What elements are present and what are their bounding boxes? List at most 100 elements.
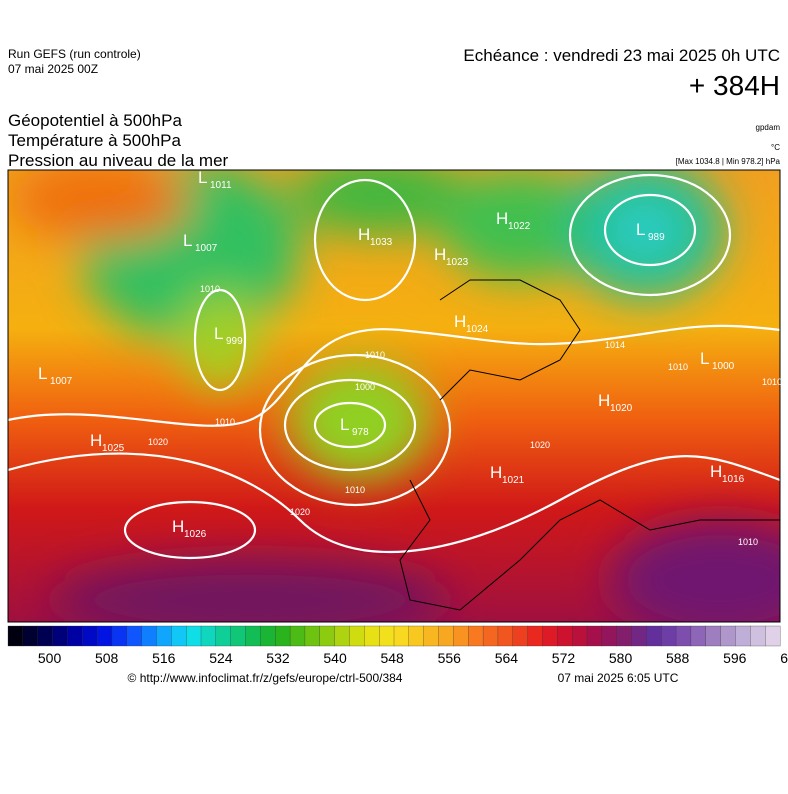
run: Run GEFS (run controle) (8, 47, 141, 61)
center-type: H (454, 312, 466, 331)
colorbar-tick-label: 540 (323, 650, 347, 666)
colorbar-swatch (141, 625, 157, 647)
colorbar-swatch (82, 625, 98, 647)
colorbar-swatch (334, 625, 350, 647)
center-type: L (636, 220, 645, 239)
center-type: H (490, 463, 502, 482)
colorbar-tick-label: 548 (380, 650, 404, 666)
colorbar-swatch (126, 625, 143, 647)
colorbar-swatch (245, 625, 261, 647)
colorbar-tick-label: 596 (723, 650, 747, 666)
center-type: L (340, 415, 349, 434)
colorbar-swatch (557, 625, 573, 647)
center-value: 1023 (446, 257, 469, 268)
unit: °C (771, 143, 780, 152)
center-value: 1011 (210, 180, 232, 191)
center-value: 1024 (466, 324, 489, 335)
colorbar-swatch (631, 625, 647, 647)
center-value: 1025 (102, 443, 125, 454)
colorbar-swatch (52, 625, 68, 647)
title: Température à 500hPa (8, 131, 181, 150)
colorbar-swatch (304, 625, 321, 647)
colorbar-tick-label: 508 (95, 650, 119, 666)
colorbar-swatch (171, 625, 187, 647)
lead-time: + 384H (689, 70, 780, 101)
colorbar-swatch (96, 625, 113, 647)
title: Géopotentiel à 500hPa (8, 111, 182, 130)
center-value: 1007 (195, 243, 218, 254)
center-type: H (496, 209, 508, 228)
isobar-label: 1010 (200, 284, 220, 294)
colorbar-swatch (616, 625, 632, 647)
colorbar-tick-label: 532 (266, 650, 290, 666)
colorbar-swatch (186, 625, 202, 647)
colorbar-swatch (690, 625, 707, 647)
colorbar-swatch (111, 625, 128, 647)
colorbar-tick-label: 500 (38, 650, 62, 666)
colorbar-swatch (482, 625, 499, 647)
map (8, 170, 780, 622)
colorbar-swatch (512, 625, 529, 647)
colorbar-swatch (675, 625, 692, 647)
colorbar-tick-label: 556 (438, 650, 462, 666)
center-value: 1022 (508, 221, 531, 232)
colorbar-swatch (408, 625, 425, 647)
colorbar-tick-label: 588 (666, 650, 690, 666)
run-date: 07 mai 2025 00Z (8, 62, 98, 76)
isobar-label: 1020 (290, 507, 310, 517)
colorbar-swatch (364, 625, 380, 647)
colorbar-swatch (289, 625, 306, 647)
colorbar-tick-label: 572 (552, 650, 576, 666)
center-value: 1020 (610, 403, 633, 414)
isobar-label: 1010 (762, 377, 782, 387)
colorbar-tick-label: 524 (209, 650, 233, 666)
colorbar-swatch (423, 625, 439, 647)
center-value: 1033 (370, 237, 393, 248)
center-type: L (700, 349, 709, 368)
unit: [Max 1034.8 | Min 978.2] hPa (676, 157, 781, 166)
generated: 07 mai 2025 6:05 UTC (558, 671, 679, 685)
center-value: 989 (648, 232, 665, 243)
colorbar-swatch (230, 625, 246, 647)
colorbar-swatch (497, 625, 514, 647)
colorbar-swatch (661, 625, 677, 647)
colorbar-swatch (438, 625, 454, 647)
center-type: H (90, 431, 102, 450)
center-type: H (358, 225, 370, 244)
colorbar-swatch (215, 625, 232, 647)
unit: gpdam (756, 123, 781, 132)
isobar-label: 1010 (215, 417, 235, 427)
colorbar-swatch (586, 625, 603, 647)
center-value: 1026 (184, 529, 207, 540)
colorbar-tick-label: 604 (780, 650, 788, 666)
colorbar-swatch (393, 625, 410, 647)
center-type: L (183, 231, 192, 250)
colorbar-swatch (601, 625, 618, 647)
center-type: L (214, 324, 223, 343)
colorbar-swatch (349, 625, 365, 647)
center-type: H (172, 517, 184, 536)
center-value: 1000 (712, 361, 735, 372)
colorbar-swatch (275, 625, 291, 647)
colorbar-swatch (156, 625, 172, 647)
colorbar-swatch (765, 625, 781, 647)
isobar-label: 1010 (668, 362, 688, 372)
center-type: H (710, 462, 722, 481)
center-type: L (198, 168, 207, 187)
colorbar-swatch (468, 625, 484, 647)
colorbar-swatch (319, 625, 336, 647)
colorbar-swatch (37, 625, 53, 647)
colorbar-swatch (527, 625, 543, 647)
center-value: 1007 (50, 376, 73, 387)
isobar-label: 1014 (605, 340, 625, 350)
center-value: 1016 (722, 474, 745, 485)
colorbar-swatch (260, 625, 276, 647)
colorbar-tick-label: 516 (152, 650, 176, 666)
colorbar: 500 508 516 524 532 540 548 556 564 572 580 588 596 6… (7, 625, 788, 666)
isobar-label: 1010 (345, 485, 365, 495)
title: Pression au niveau de la mer (8, 151, 229, 170)
colorbar-swatch (542, 625, 558, 647)
colorbar-swatch (720, 625, 736, 647)
source: © http://www.infoclimat.fr/z/gefs/europe… (128, 671, 403, 685)
